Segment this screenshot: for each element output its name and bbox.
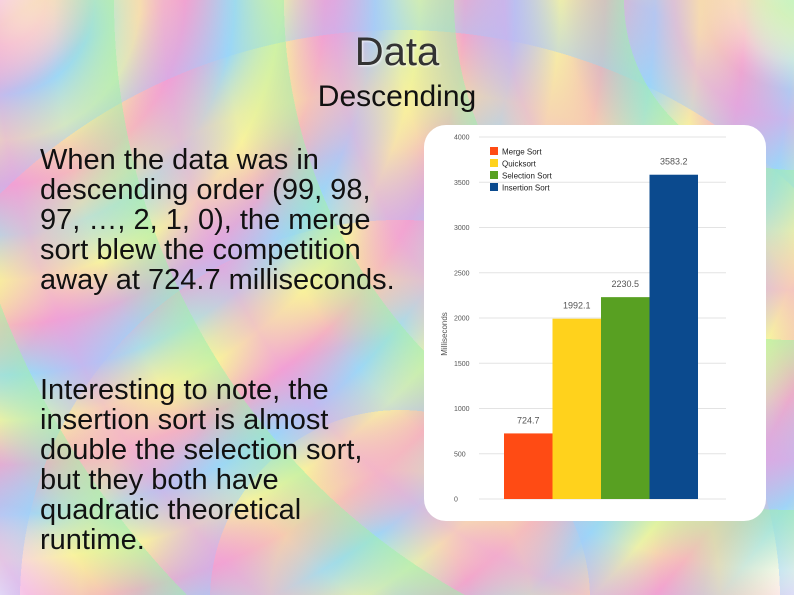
paragraph-descending-result: When the data was in descending order (9… xyxy=(40,144,395,296)
y-tick-label-3500: 3500 xyxy=(454,180,470,187)
y-axis-label: Milliseconds xyxy=(440,312,449,356)
legend-swatch-selection-sort xyxy=(490,171,498,179)
bar-merge-sort xyxy=(504,433,553,499)
y-tick-label-2500: 2500 xyxy=(454,270,470,277)
data-label-merge-sort: 724.7 xyxy=(517,415,540,425)
y-tick-label-3000: 3000 xyxy=(454,225,470,232)
paragraph-insertion-note: Interesting to note, the insertion sort … xyxy=(40,374,363,556)
y-tick-label-4000: 4000 xyxy=(454,135,470,142)
legend-label-insertion-sort: Insertion Sort xyxy=(502,184,550,193)
data-label-quicksort: 1992.1 xyxy=(563,301,591,311)
chart-card: 0 500 1000 1500 2000 2500 3000 3500 4000 Millisec… xyxy=(424,125,766,521)
data-label-selection-sort: 2230.5 xyxy=(611,279,639,289)
y-tick-label-1500: 1500 xyxy=(454,361,470,368)
bar-chart: 0 500 1000 1500 2000 2500 3000 3500 4000 Millisec… xyxy=(440,135,726,504)
legend-label-merge-sort: Merge Sort xyxy=(502,148,542,157)
y-tick-label-500: 500 xyxy=(454,451,466,458)
bar-quicksort xyxy=(552,318,601,499)
bar-insertion-sort xyxy=(649,174,698,499)
data-label-insertion-sort: 3583.2 xyxy=(660,157,688,167)
slide-title: Data xyxy=(354,30,440,74)
legend-swatch-insertion-sort xyxy=(490,183,498,191)
legend-label-quicksort: Quicksort xyxy=(502,160,537,169)
legend-swatch-merge-sort xyxy=(490,147,498,155)
legend-label-selection-sort: Selection Sort xyxy=(502,172,553,181)
legend-swatch-quicksort xyxy=(490,159,498,167)
slide-subtitle: Descending xyxy=(317,80,477,113)
bar-selection-sort xyxy=(601,297,650,499)
y-tick-label-0: 0 xyxy=(454,497,458,504)
y-tick-label-2000: 2000 xyxy=(454,316,470,323)
y-tick-label-1000: 1000 xyxy=(454,406,470,413)
